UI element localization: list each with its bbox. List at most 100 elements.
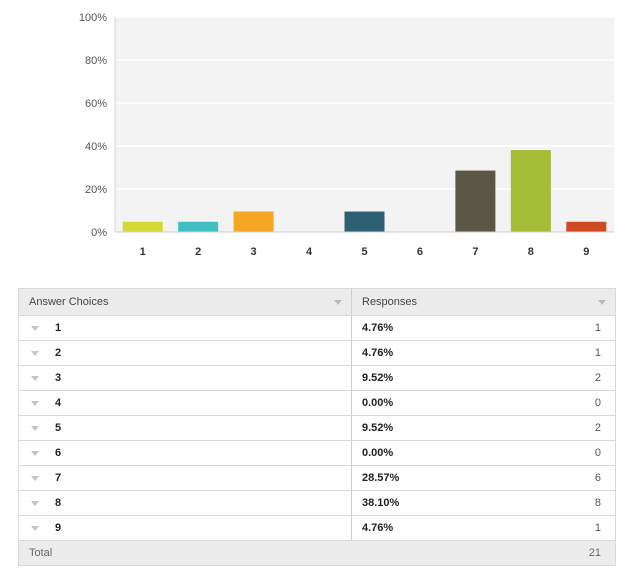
bar-chart: 0% 20% 40% 60% 80% 100% 1 2 3 4 5 6 7 8 9 [79,12,614,258]
response-cell: 4.76% 1 [352,316,615,340]
x-tick-label: 8 [528,246,534,258]
x-tick-label: 6 [417,246,423,258]
x-tick-label: 7 [472,246,478,258]
table-row: 4 0.00% 0 [19,391,615,416]
response-percent: 38.10% [362,497,400,509]
x-tick-label: 9 [583,246,589,258]
response-percent: 4.76% [362,322,394,334]
x-tick-label: 4 [306,246,313,258]
answer-choice-label: 8 [55,497,62,509]
answer-choice-cell: 8 [19,491,352,515]
response-count: 1 [594,347,601,359]
table-row: 1 4.76% 1 [19,316,615,341]
bar [178,221,219,232]
response-count: 2 [594,372,601,384]
response-cell: 4.76% 1 [352,516,615,540]
x-tick-label: 2 [195,246,201,258]
total-count: 21 [588,547,601,559]
response-percent: 4.76% [362,522,394,534]
table-row: 5 9.52% 2 [19,416,615,441]
response-count: 6 [594,472,601,484]
sort-arrow-icon[interactable] [334,300,342,305]
answer-choice-label: 7 [55,472,62,484]
answer-choice-cell: 2 [19,341,352,365]
response-percent: 28.57% [362,472,400,484]
response-percent: 9.52% [362,372,394,384]
answer-choice-cell: 4 [19,391,352,415]
total-row: Total 21 [19,541,615,566]
table-row: 3 9.52% 2 [19,366,615,391]
response-percent: 0.00% [362,397,394,409]
sort-arrow-icon[interactable] [598,300,606,305]
expand-arrow-icon[interactable] [31,451,39,456]
bar [510,150,551,232]
answer-choice-label: 6 [55,447,62,459]
answer-choice-label: 1 [55,322,62,334]
table-row: 8 38.10% 8 [19,491,615,516]
responses-table: Answer Choices Responses 1 4.76% 1 2 4.76% 1 3… [18,288,616,566]
total-count-cell: 21 [352,541,615,565]
expand-arrow-icon[interactable] [31,351,39,356]
answer-choice-cell: 6 [19,441,352,465]
y-tick-label: 20% [85,184,107,196]
response-count: 0 [594,447,601,459]
bar [566,221,607,232]
expand-arrow-icon[interactable] [31,476,39,481]
y-tick-label: 80% [85,55,107,67]
bar [122,221,163,232]
total-label: Total [29,547,53,559]
response-cell: 4.76% 1 [352,341,615,365]
response-cell: 38.10% 8 [352,491,615,515]
answer-choice-label: 4 [55,397,62,409]
expand-arrow-icon[interactable] [31,526,39,531]
response-cell: 0.00% 0 [352,391,615,415]
table-row: 6 0.00% 0 [19,441,615,466]
expand-arrow-icon[interactable] [31,326,39,331]
answer-choice-cell: 1 [19,316,352,340]
expand-arrow-icon[interactable] [31,376,39,381]
response-count: 0 [594,397,601,409]
bar [344,211,385,232]
table-row: 2 4.76% 1 [19,341,615,366]
answer-choice-cell: 5 [19,416,352,440]
table-body: 1 4.76% 1 2 4.76% 1 3 9.52% 2 4 0.00% 0 5 9.52% 2 6 0.00… [19,316,615,541]
response-percent: 0.00% [362,447,394,459]
expand-arrow-icon[interactable] [31,426,39,431]
answer-choice-cell: 9 [19,516,352,540]
response-cell: 28.57% 6 [352,466,615,490]
answer-choices-header[interactable]: Answer Choices [19,289,352,315]
response-percent: 9.52% [362,422,394,434]
expand-arrow-icon[interactable] [31,501,39,506]
response-count: 1 [594,322,601,334]
y-tick-label: 100% [79,12,107,24]
response-percent: 4.76% [362,347,394,359]
answer-choice-label: 3 [55,372,62,384]
total-label-cell: Total [19,541,352,565]
bar [455,170,496,232]
answer-choice-label: 5 [55,422,62,434]
expand-arrow-icon[interactable] [31,401,39,406]
answer-choice-label: 2 [55,347,62,359]
answer-choice-label: 9 [55,522,62,534]
bar [233,211,274,232]
y-tick-label: 60% [85,98,107,110]
x-tick-label: 5 [361,246,367,258]
response-count: 1 [594,522,601,534]
x-tick-label: 3 [251,246,257,258]
x-tick-label: 1 [140,246,146,258]
response-count: 2 [594,422,601,434]
answer-choice-cell: 7 [19,466,352,490]
response-cell: 0.00% 0 [352,441,615,465]
response-cell: 9.52% 2 [352,416,615,440]
response-cell: 9.52% 2 [352,366,615,390]
y-tick-label: 0% [91,227,107,239]
response-count: 8 [594,497,601,509]
table-header-row: Answer Choices Responses [19,289,615,316]
answer-choices-header-label: Answer Choices [29,296,109,308]
y-tick-label: 40% [85,141,107,153]
responses-header[interactable]: Responses [352,289,615,315]
answer-choice-cell: 3 [19,366,352,390]
responses-header-label: Responses [362,296,418,308]
table-row: 7 28.57% 6 [19,466,615,491]
table-row: 9 4.76% 1 [19,516,615,541]
